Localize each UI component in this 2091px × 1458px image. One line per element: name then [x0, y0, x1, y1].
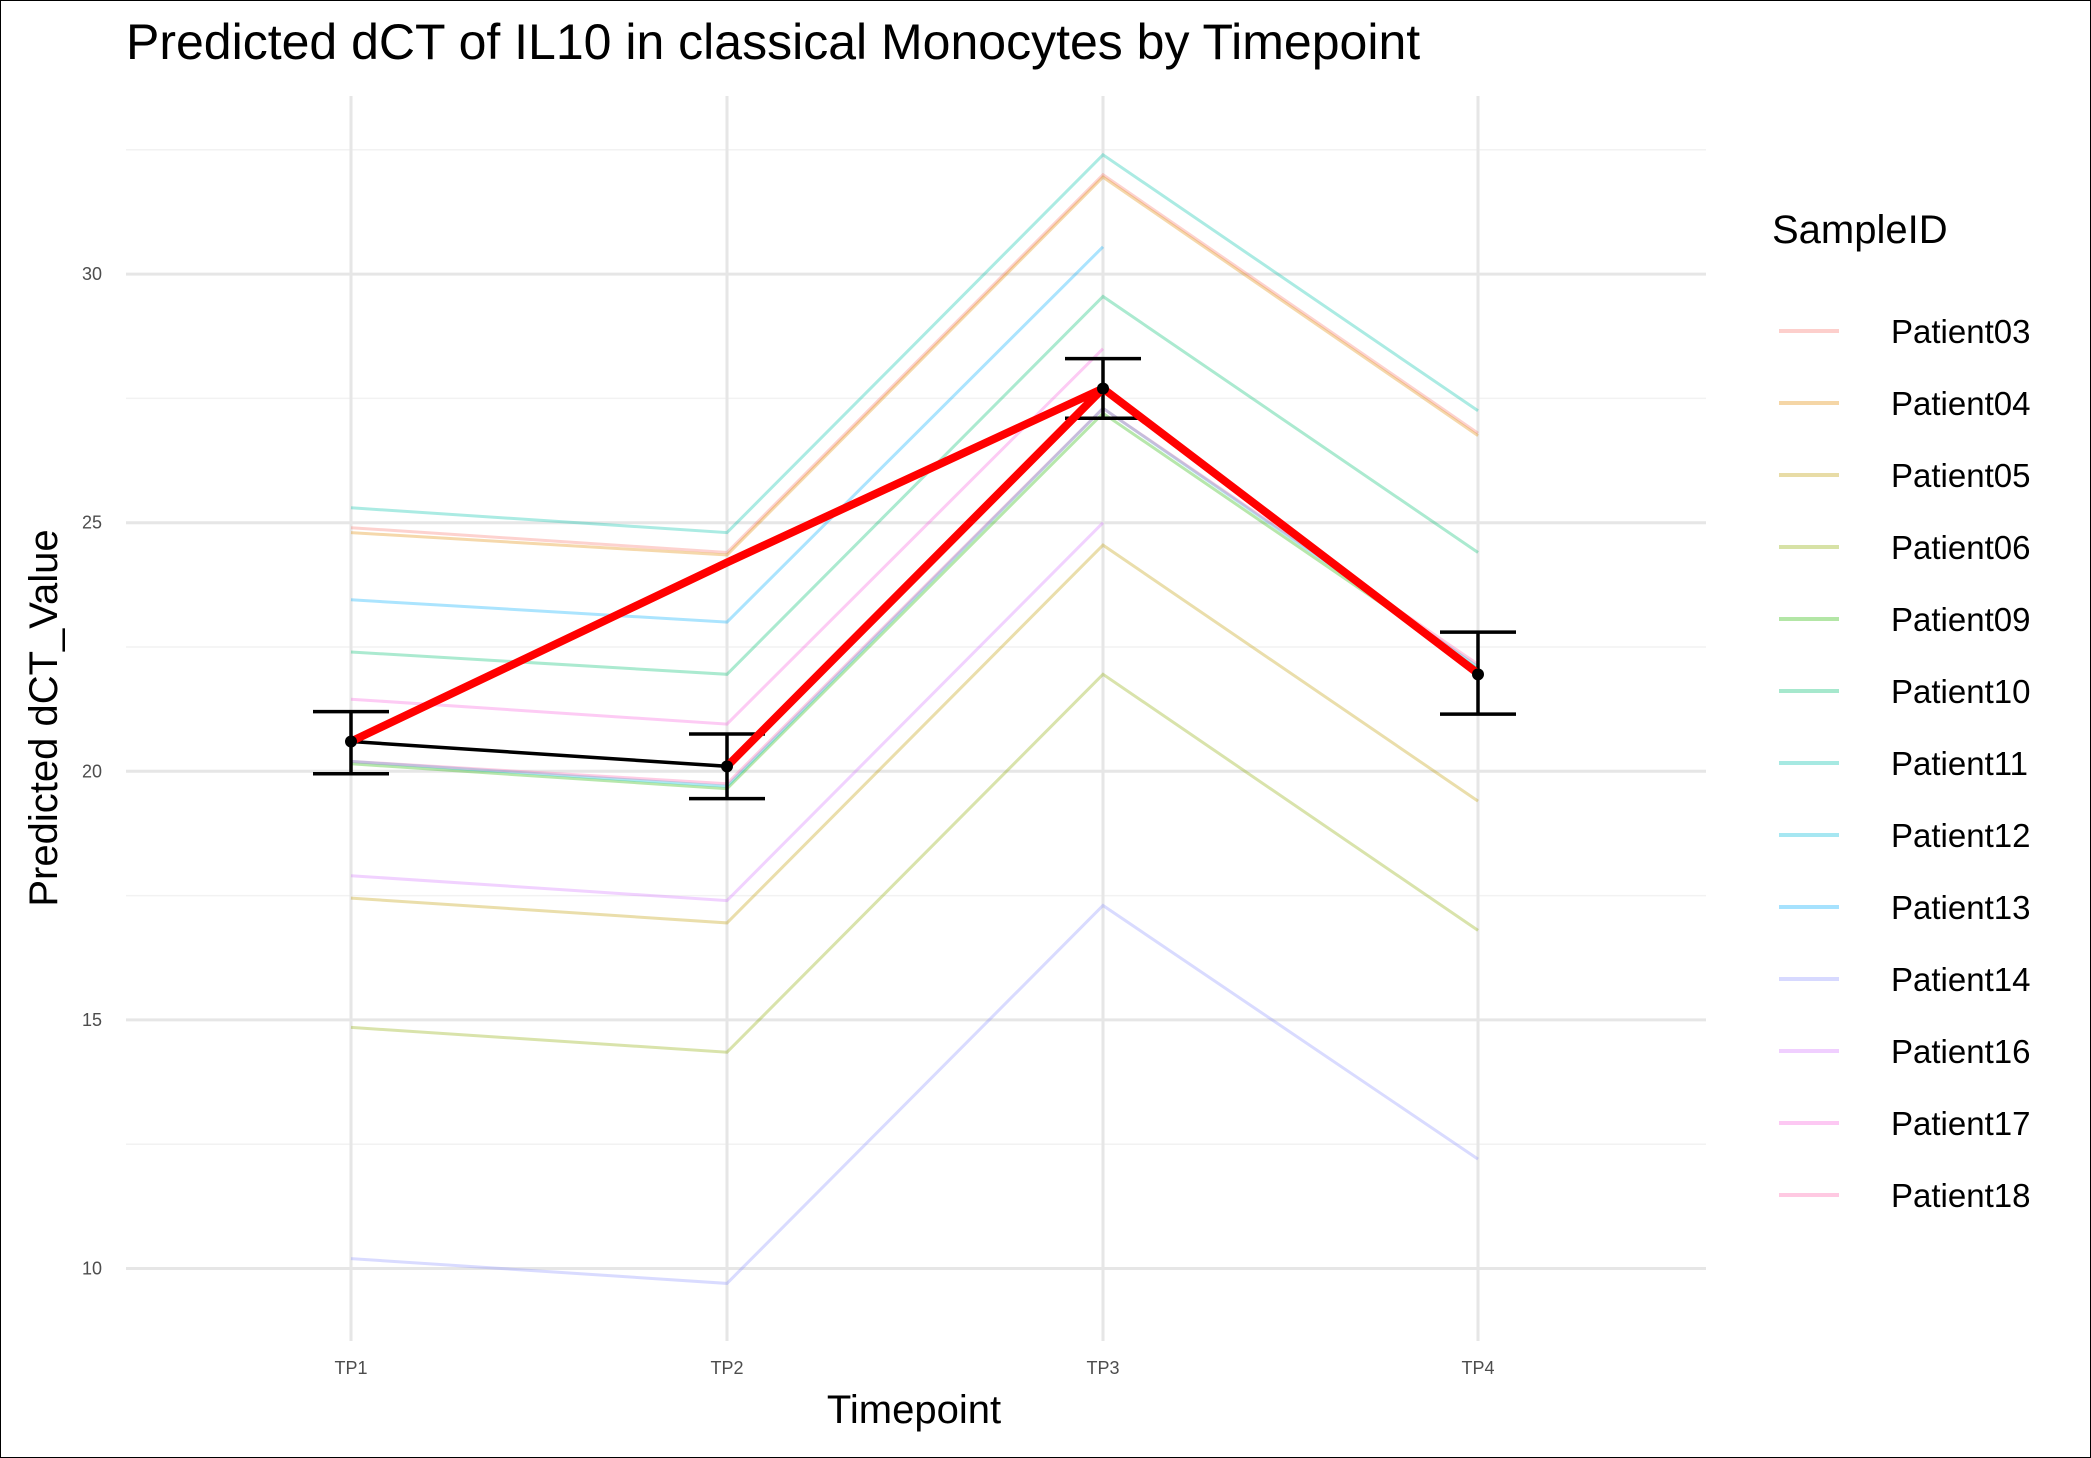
x-tick-label: TP3 [1086, 1358, 1119, 1378]
series-line-patient16 [350, 521, 1105, 903]
legend-label-patient12: Patient12 [1891, 817, 2030, 854]
series-line-patient18 [350, 406, 1479, 786]
series-line-patient17 [350, 347, 1105, 726]
mean-point [1097, 382, 1109, 395]
y-tick-label: 30 [82, 264, 102, 284]
mean-point [345, 735, 357, 748]
y-tick-label: 20 [82, 761, 102, 781]
x-tick-labels: TP1 TP2 TP3 TP4 [334, 1358, 1494, 1378]
legend-label-patient13: Patient13 [1891, 889, 2030, 926]
legend-label-patient04: Patient04 [1891, 385, 2030, 422]
series-line-patient09 [350, 411, 1479, 791]
legend-title: SampleID [1772, 208, 1948, 252]
y-tick-label: 10 [82, 1259, 102, 1279]
series-lines [350, 152, 1479, 1285]
legend-label-patient03: Patient03 [1891, 313, 2030, 350]
series-line-patient03 [350, 172, 1479, 555]
x-tick-label: TP4 [1461, 1358, 1494, 1378]
y-tick-label: 15 [82, 1010, 102, 1030]
series-line-patient05 [350, 543, 1479, 925]
legend-label-patient10: Patient10 [1891, 673, 2030, 710]
x-axis-title: Timepoint [827, 1388, 1001, 1432]
y-axis-title: Predicted dCT_Value [22, 529, 66, 906]
legend-label-patient16: Patient16 [1891, 1033, 2030, 1070]
x-tick-label: TP2 [710, 1358, 743, 1378]
series-line-patient13 [350, 245, 1105, 624]
legend: SampleID Patient03Patient04Patient05Pati… [1772, 208, 2030, 1214]
series-line-patient12 [350, 406, 1479, 788]
legend-items: Patient03 Patient04 Patient05 Patient06 Pati… [1779, 313, 2030, 1214]
y-tick-labels: 10 15 20 25 30 [82, 264, 102, 1278]
mean-point [721, 760, 733, 773]
series-line-patient11 [350, 152, 1479, 535]
legend-label-patient09: Patient09 [1891, 601, 2030, 638]
trend-layer [345, 382, 1484, 773]
legend-label-patient14: Patient14 [1891, 961, 2030, 998]
y-tick-label: 25 [82, 513, 102, 533]
legend-label-patient06: Patient06 [1891, 529, 2030, 566]
series-line-patient10 [350, 294, 1479, 676]
chart-title: Predicted dCT of IL10 in classical Monoc… [126, 14, 1420, 70]
grid [126, 96, 1706, 1341]
legend-label-patient18: Patient18 [1891, 1177, 2030, 1214]
x-tick-label: TP1 [334, 1358, 367, 1378]
legend-label-patient11: Patient11 [1891, 745, 2028, 782]
series-line-patient04 [350, 175, 1479, 557]
trend-line [349, 384, 1482, 771]
legend-label-patient05: Patient05 [1891, 457, 2030, 494]
series-line-patient14 [350, 903, 1479, 1285]
legend-label-patient17: Patient17 [1891, 1105, 2030, 1142]
series-line-patient06 [350, 672, 1479, 1054]
mean-point [1472, 668, 1484, 681]
